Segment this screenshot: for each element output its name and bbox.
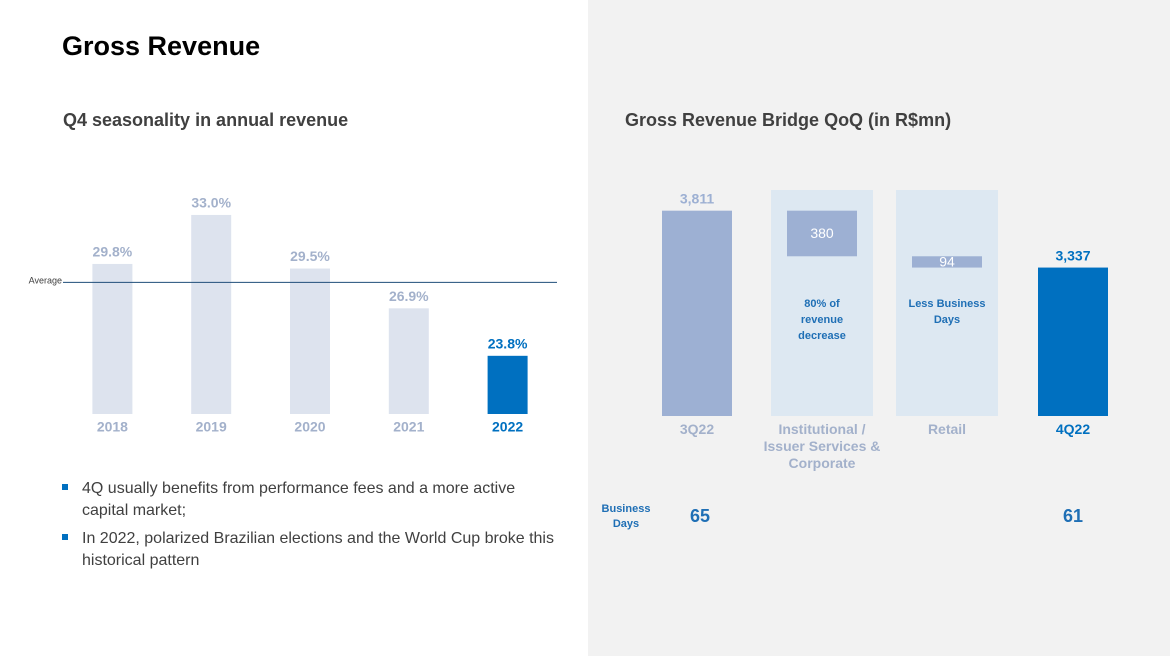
x-tick-label: Institutional / Issuer Services & Corpor… bbox=[763, 421, 881, 471]
bar bbox=[191, 214, 232, 414]
chart-title: Q4 seasonality in annual revenue bbox=[63, 110, 348, 130]
bar bbox=[388, 308, 429, 414]
x-tick-label-box: 3Q22 bbox=[679, 421, 715, 437]
x-tick-label-box: Retail bbox=[927, 421, 967, 437]
x-tick-label: 2021 bbox=[393, 419, 424, 435]
bar bbox=[1038, 267, 1108, 416]
value-label: 29.8% bbox=[93, 244, 133, 260]
bullet-text: In 2022, polarized Brazilian elections a… bbox=[82, 530, 554, 569]
value-label: 3,811 bbox=[680, 190, 714, 206]
business-days-label-box: Business Days bbox=[601, 503, 651, 530]
reference-label: Average bbox=[29, 276, 62, 286]
bar bbox=[487, 355, 528, 414]
page-title: Gross Revenue bbox=[62, 31, 260, 61]
bar bbox=[290, 268, 330, 414]
bullet-text-box: In 2022, polarized Brazilian elections a… bbox=[82, 530, 554, 569]
x-tick-label: 2020 bbox=[294, 419, 325, 435]
x-tick-label: 2022 bbox=[492, 419, 523, 435]
x-tick-label: 3Q22 bbox=[679, 421, 715, 437]
bullet-text-box: 4Q usually benefits from performance fee… bbox=[82, 480, 516, 519]
bullet-text: 4Q usually benefits from performance fee… bbox=[82, 480, 516, 519]
annotation: 80% of revenue decrease bbox=[798, 298, 846, 342]
x-tick-label: Retail bbox=[927, 421, 967, 437]
bar bbox=[912, 256, 982, 268]
annotation-box: Less Business Days bbox=[908, 298, 986, 326]
business-days-label: Business Days bbox=[601, 503, 651, 530]
annotation-box: 80% of revenue decrease bbox=[798, 298, 846, 342]
annotation: Less Business Days bbox=[908, 298, 986, 326]
business-days-value: 61 bbox=[1063, 506, 1083, 526]
value-label: 94 bbox=[939, 254, 955, 270]
bullet-marker bbox=[62, 484, 68, 490]
bar bbox=[787, 210, 857, 257]
chart-title: Gross Revenue Bridge QoQ (in R$mn) bbox=[625, 110, 951, 130]
x-tick-label: 2018 bbox=[97, 419, 128, 435]
value-label: 3,337 bbox=[1055, 247, 1090, 263]
value-label: 29.5% bbox=[290, 248, 330, 264]
x-tick-label-box: 4Q22 bbox=[1055, 421, 1091, 437]
column-panel bbox=[896, 190, 998, 416]
x-tick-label-box: Institutional / Issuer Services & Corpor… bbox=[763, 421, 881, 471]
value-label: 26.9% bbox=[389, 288, 429, 304]
bullet-marker bbox=[62, 534, 68, 540]
x-tick-label: 4Q22 bbox=[1055, 421, 1091, 437]
value-label: 33.0% bbox=[191, 195, 231, 211]
business-days-value: 65 bbox=[690, 506, 710, 526]
x-tick-label: 2019 bbox=[196, 419, 227, 435]
bar bbox=[92, 263, 133, 414]
value-label: 23.8% bbox=[488, 336, 528, 352]
value-label: 380 bbox=[810, 225, 834, 241]
bar bbox=[662, 210, 732, 416]
